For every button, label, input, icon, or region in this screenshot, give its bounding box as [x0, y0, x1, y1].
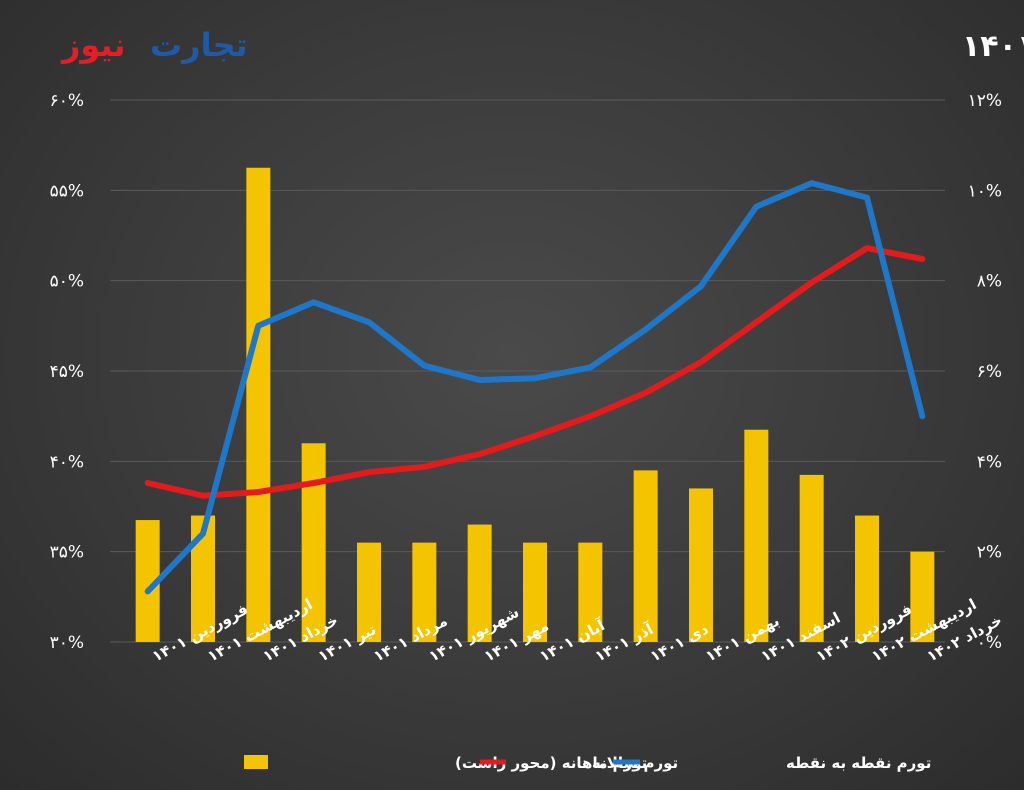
monthly-bar [578, 542, 603, 642]
legend-swatch-monthly [244, 755, 268, 769]
right-axis-tick-label: ۶% [977, 362, 1002, 382]
right-axis-tick-label: ۱۲% [968, 91, 1002, 111]
monthly-bar [689, 488, 713, 642]
right-axis-tick-label: ۰% [977, 633, 1002, 653]
inflation-lines [144, 180, 926, 595]
monthly-bar [855, 515, 879, 642]
left-axis-tick-label: ۶۰% [50, 91, 84, 111]
monthly-bar [523, 542, 547, 642]
left-axis-tick-label: ۵۰% [50, 272, 84, 292]
point-inflation-line [144, 180, 926, 595]
monthly-bar [910, 551, 935, 642]
left-axis-tick-label: ۴۵% [50, 362, 84, 382]
legend-label-point: تورم نقطه به نقطه [786, 754, 931, 772]
brand-logo-part1: تجارت [150, 26, 248, 64]
monthly-bar [301, 443, 326, 642]
chart-title: آمار تورم مرکز آمار ایران از ابتدای سال … [962, 27, 1024, 64]
annual-inflation-line [144, 245, 926, 499]
monthly-bar [633, 470, 658, 642]
monthly-bar [246, 167, 271, 642]
left-y-axis: ۳۰% ۳۵% ۴۰% ۴۵% ۵۰% ۵۵% ۶۰% [50, 91, 84, 653]
legend: تورم ماهانه (محور راست) تورم سالانه تورم… [244, 754, 931, 772]
brand-logo-part2: نیوز [60, 26, 126, 64]
left-axis-tick-label: ۵۵% [50, 181, 84, 201]
left-axis-tick-label: ۴۰% [50, 452, 84, 472]
right-axis-tick-label: ۲% [977, 543, 1002, 563]
right-axis-tick-label: ۱۰% [968, 181, 1002, 201]
left-axis-tick-label: ۳۰% [50, 633, 84, 653]
right-y-axis: ۰% ۲% ۴% ۶% ۸% ۱۰% ۱۲% [968, 91, 1002, 653]
right-axis-tick-label: ۸% [977, 272, 1002, 292]
brand-logo: نیوز تجارت [60, 26, 248, 64]
monthly-bar [357, 542, 381, 642]
legend-label-monthly: تورم ماهانه (محور راست) [455, 754, 647, 772]
monthly-bar [744, 429, 769, 642]
left-axis-tick-label: ۳۵% [50, 543, 84, 563]
right-axis-tick-label: ۴% [977, 452, 1002, 472]
monthly-bar [799, 474, 824, 642]
monthly-bars [135, 167, 935, 642]
monthly-bar [467, 524, 492, 642]
monthly-bar [412, 542, 437, 642]
